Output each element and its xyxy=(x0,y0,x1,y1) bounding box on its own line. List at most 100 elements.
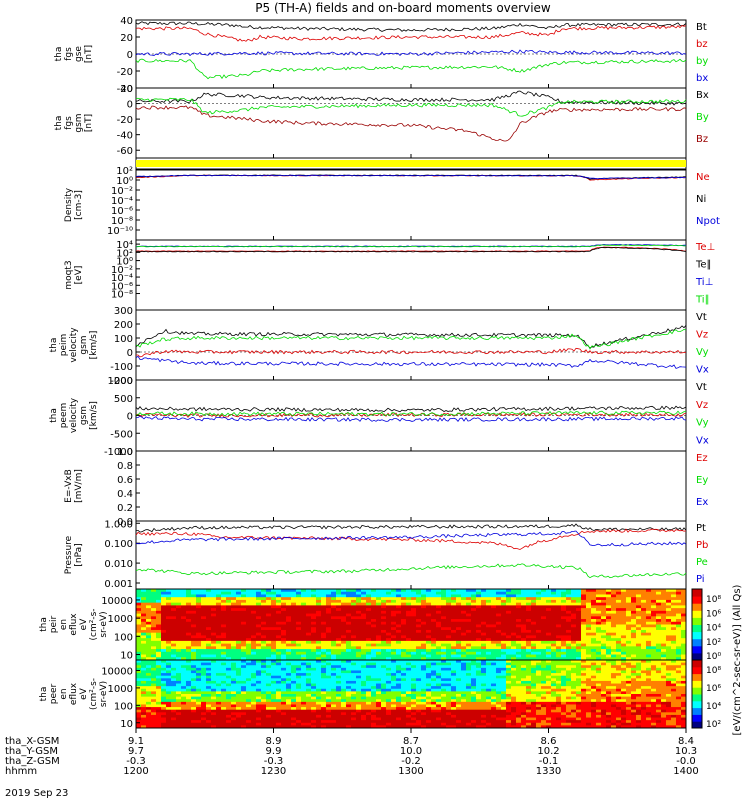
heatmap-cell xyxy=(196,608,202,612)
heatmap-cell xyxy=(241,627,247,631)
heatmap-cell xyxy=(251,651,257,656)
heatmap-cell xyxy=(571,635,577,639)
heatmap-cell xyxy=(451,602,457,606)
heatmap-cell xyxy=(161,624,167,628)
heatmap-cell xyxy=(136,621,142,625)
heatmap-cell xyxy=(156,704,162,708)
heatmap-cell xyxy=(141,624,147,628)
heatmap-cell xyxy=(266,709,272,713)
heatmap-cell xyxy=(336,678,342,682)
heatmap-cell xyxy=(416,670,422,674)
heatmap-cell xyxy=(221,660,227,664)
heatmap-cell xyxy=(151,635,157,639)
heatmap-cell xyxy=(646,649,652,653)
heatmap-cell xyxy=(486,621,492,625)
heatmap-cell xyxy=(401,624,407,628)
heatmap-cell xyxy=(621,599,627,604)
heatmap-cell xyxy=(321,660,327,664)
heatmap-cell xyxy=(271,680,277,685)
heatmap-cell xyxy=(516,627,522,631)
heatmap-cell xyxy=(551,605,557,609)
heatmap-cell xyxy=(356,610,362,615)
heatmap-cell xyxy=(471,616,477,620)
heatmap-cell xyxy=(396,670,402,674)
heatmap-cell xyxy=(281,678,287,682)
heatmap-cell xyxy=(441,619,447,623)
heatmap-cell xyxy=(396,602,402,606)
heatmap-cell xyxy=(256,629,262,634)
heatmap-cell xyxy=(666,646,672,650)
heatmap-cell xyxy=(681,624,687,628)
heatmap-cell xyxy=(421,621,427,625)
heatmap-cell xyxy=(411,635,417,639)
heatmap-cell xyxy=(631,597,637,601)
heatmap-cell xyxy=(346,722,352,726)
heatmap-cell xyxy=(601,610,607,615)
heatmap-cell xyxy=(366,707,372,711)
heatmap-cell xyxy=(606,629,612,634)
heatmap-cell xyxy=(516,597,522,601)
heatmap-cell xyxy=(321,714,327,719)
heatmap-cell xyxy=(261,704,267,708)
heatmap-cell xyxy=(436,610,442,615)
heatmap-cell xyxy=(461,665,467,669)
heatmap-cell xyxy=(146,616,152,620)
heatmap-cell xyxy=(341,696,347,700)
heatmap-cell xyxy=(186,646,192,650)
heatmap-cell xyxy=(311,717,317,721)
heatmap-cell xyxy=(511,632,517,636)
heatmap-cell xyxy=(636,616,642,620)
heatmap-cell xyxy=(211,632,217,636)
heatmap-cell xyxy=(531,649,537,653)
heatmap-cell xyxy=(221,638,227,642)
heatmap-cell xyxy=(476,670,482,674)
heatmap-cell xyxy=(266,608,272,612)
heatmap-cell xyxy=(226,660,232,664)
heatmap-cell xyxy=(451,662,457,666)
heatmap-cell xyxy=(306,657,312,661)
heatmap-cell xyxy=(401,621,407,625)
heatmap-cell xyxy=(196,699,202,703)
heatmap-cell xyxy=(436,654,442,658)
heatmap-cell xyxy=(241,701,247,705)
heatmap-cell xyxy=(341,722,347,726)
heatmap-cell xyxy=(146,704,152,708)
heatmap-cell xyxy=(586,649,592,653)
heatmap-cell xyxy=(396,643,402,647)
heatmap-cell xyxy=(286,627,292,631)
heatmap-cell xyxy=(486,594,492,598)
heatmap-cell xyxy=(581,608,587,612)
heatmap-cell xyxy=(316,704,322,708)
heatmap-cell xyxy=(231,602,237,606)
heatmap-cell xyxy=(436,665,442,669)
heatmap-cell xyxy=(251,717,257,721)
heatmap-cell xyxy=(571,602,577,606)
heatmap-cell xyxy=(141,616,147,620)
heatmap-cell xyxy=(496,635,502,639)
heatmap-cell xyxy=(251,627,257,631)
heatmap-cell xyxy=(411,627,417,631)
heatmap-cell xyxy=(146,722,152,726)
y-tick-label: 0 xyxy=(127,348,133,359)
heatmap-cell xyxy=(431,694,437,698)
heatmap-cell xyxy=(246,646,252,650)
heatmap-cell xyxy=(141,704,147,708)
heatmap-cell xyxy=(546,621,552,625)
heatmap-cell xyxy=(201,678,207,682)
heatmap-cell xyxy=(596,635,602,639)
heatmap-cell xyxy=(286,638,292,642)
heatmap-cell xyxy=(331,616,337,620)
heatmap-cell xyxy=(211,654,217,658)
heatmap-cell xyxy=(406,709,412,713)
heatmap-cell xyxy=(376,657,382,661)
heatmap-cell xyxy=(516,638,522,642)
heatmap-cell xyxy=(156,589,162,593)
heatmap-cell xyxy=(386,714,392,719)
heatmap-cell xyxy=(226,602,232,606)
ylabel-line: tha xyxy=(54,116,64,131)
heatmap-cell xyxy=(611,629,617,634)
heatmap-cell xyxy=(371,699,377,703)
heatmap-cell xyxy=(241,670,247,674)
heatmap-cell xyxy=(451,651,457,656)
heatmap-cell xyxy=(171,619,177,623)
